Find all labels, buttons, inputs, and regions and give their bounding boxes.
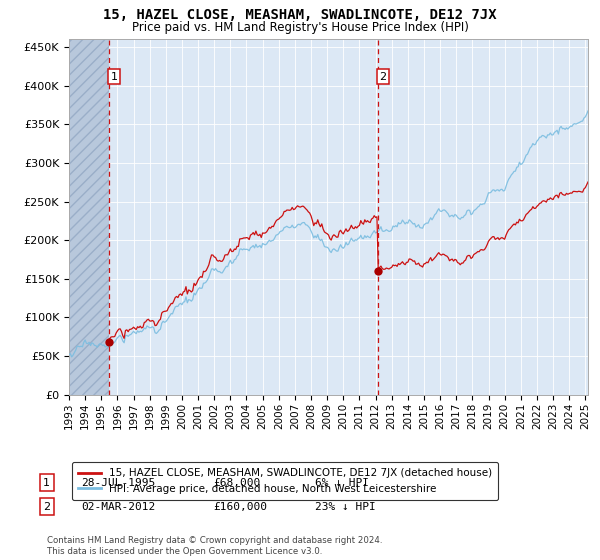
Text: 1: 1: [110, 72, 118, 82]
Text: Contains HM Land Registry data © Crown copyright and database right 2024.
This d: Contains HM Land Registry data © Crown c…: [47, 536, 382, 556]
Text: 23% ↓ HPI: 23% ↓ HPI: [315, 502, 376, 512]
Text: 02-MAR-2012: 02-MAR-2012: [81, 502, 155, 512]
Bar: [69, 39, 109, 395]
Text: 1: 1: [43, 478, 50, 488]
Text: 15, HAZEL CLOSE, MEASHAM, SWADLINCOTE, DE12 7JX: 15, HAZEL CLOSE, MEASHAM, SWADLINCOTE, D…: [103, 8, 497, 22]
Text: 28-JUL-1995: 28-JUL-1995: [81, 478, 155, 488]
Text: 2: 2: [380, 72, 386, 82]
Text: £160,000: £160,000: [213, 502, 267, 512]
Text: Price paid vs. HM Land Registry's House Price Index (HPI): Price paid vs. HM Land Registry's House …: [131, 21, 469, 34]
Legend: 15, HAZEL CLOSE, MEASHAM, SWADLINCOTE, DE12 7JX (detached house), HPI: Average p: 15, HAZEL CLOSE, MEASHAM, SWADLINCOTE, D…: [71, 462, 499, 500]
Text: 6% ↓ HPI: 6% ↓ HPI: [315, 478, 369, 488]
Text: £68,000: £68,000: [213, 478, 260, 488]
Text: 2: 2: [43, 502, 50, 512]
